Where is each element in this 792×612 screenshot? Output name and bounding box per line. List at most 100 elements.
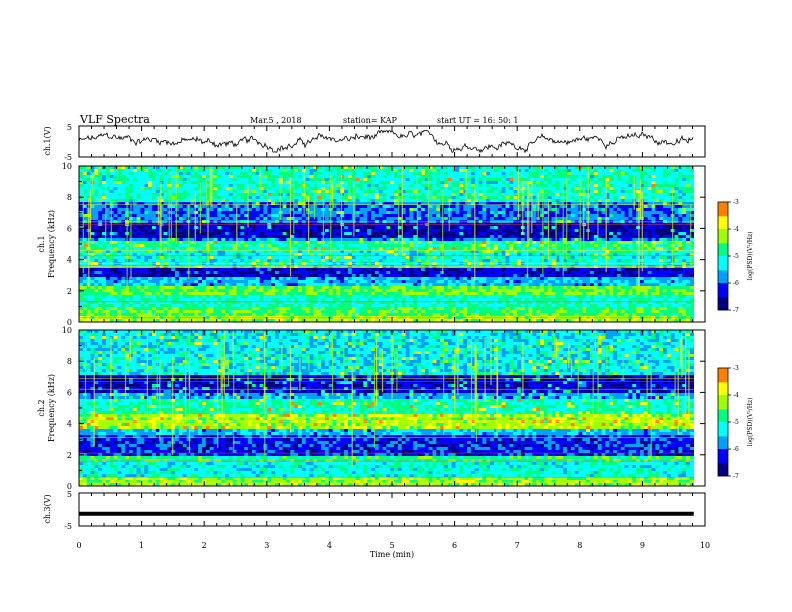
ch1-spectrogram-cell bbox=[90, 247, 95, 251]
ch1-spectrogram-cell bbox=[394, 202, 399, 206]
ch1-spectrogram-cell bbox=[148, 232, 153, 236]
ch1-spectrogram-cell bbox=[624, 241, 629, 245]
ch1-spectrogram-cell bbox=[524, 184, 529, 188]
ch1-spectrogram-cell bbox=[294, 190, 299, 194]
ch1-spectrogram-cell bbox=[117, 169, 122, 173]
ch1-spectrogram-cell bbox=[344, 247, 349, 251]
ch1-spectrogram-cell bbox=[528, 232, 533, 236]
ch1-spectrogram-cell bbox=[447, 232, 452, 236]
ch1-spectrogram-cell bbox=[467, 217, 472, 221]
ch1-spectrogram-cell bbox=[171, 196, 176, 200]
ch1-spectrogram-cell bbox=[420, 256, 426, 260]
ch1-spectrogram-cell bbox=[659, 214, 664, 218]
ch1-spectrogram-cell bbox=[225, 169, 230, 173]
ch1-spectrogram-cell bbox=[367, 208, 372, 212]
ch1-spectrogram-cell bbox=[597, 256, 602, 260]
ch1-spectrogram-cell bbox=[547, 256, 552, 260]
ch1-spectrogram-cell bbox=[663, 241, 668, 245]
ch1-spectrogram-cell bbox=[90, 235, 95, 239]
ch1-spectrogram-cell bbox=[251, 244, 257, 248]
ch1-spectrogram-cell bbox=[413, 235, 418, 239]
ch1-spectrogram-cell bbox=[355, 256, 360, 260]
ch1-spectrogram-cell bbox=[655, 256, 660, 260]
ch1-spectrogram-cell bbox=[163, 259, 168, 263]
ch1-spectrogram-cell bbox=[651, 175, 656, 179]
ch1-spectrogram-cell bbox=[432, 199, 437, 203]
ch1-spectrogram-cell bbox=[274, 181, 280, 185]
ch1-spectrogram-cell bbox=[190, 172, 195, 176]
ch1-spectrogram-cell bbox=[551, 247, 556, 251]
ch1-spectrogram-cell bbox=[336, 208, 341, 212]
ch1-spectrogram-cell bbox=[643, 196, 648, 200]
ch1-spectrogram-cell bbox=[478, 226, 483, 230]
ch1-spectrogram-cell bbox=[397, 214, 403, 218]
ch1-spectrogram-cell bbox=[447, 247, 452, 251]
ch1-spectrogram-cell bbox=[432, 166, 437, 170]
ch1-spectrogram-cell bbox=[394, 169, 399, 173]
ch1-spectrogram-cell bbox=[659, 175, 664, 179]
ch1-spectrogram-cell bbox=[128, 166, 134, 170]
ch1-spectrogram-cell bbox=[259, 256, 264, 260]
ch1-spectrogram-cell bbox=[578, 169, 583, 173]
ch1-spectrogram-cell bbox=[605, 250, 610, 254]
ch1-spectrogram-cell bbox=[136, 187, 141, 191]
ch1-spectrogram-cell bbox=[324, 169, 330, 173]
ch1-spectrogram-cell bbox=[394, 196, 399, 200]
ch1-spectrogram-cell bbox=[566, 166, 572, 170]
ch1-spectrogram-cell bbox=[413, 205, 418, 209]
ch1-spectrogram-cell bbox=[121, 202, 126, 206]
ch1-spectrogram-cell bbox=[405, 238, 410, 242]
ch1-spectrogram-cell bbox=[240, 208, 245, 212]
ch1-spectrogram-cell bbox=[175, 172, 180, 176]
ch1-spectrogram-cell bbox=[666, 241, 671, 245]
ch1-spectrogram-cell bbox=[528, 169, 533, 173]
ch1-spectrogram-cell bbox=[509, 172, 514, 176]
ch1-spectrogram-cell bbox=[244, 190, 249, 194]
ch1-spectrogram-cell bbox=[470, 175, 476, 179]
ch1-spectrogram-cell bbox=[378, 226, 383, 230]
ch1-spectrogram-cell bbox=[432, 211, 437, 215]
ch1-spectrogram-cell bbox=[117, 184, 122, 188]
ch1-spectrogram-cell bbox=[317, 193, 322, 197]
ch1-spectrogram-cell bbox=[336, 184, 341, 188]
ch1-spectrogram-cell bbox=[125, 181, 130, 185]
ch1-spectrogram-cell bbox=[397, 229, 403, 233]
ch1-spectrogram-cell bbox=[482, 214, 487, 218]
ch1-spectrogram-cell bbox=[121, 250, 126, 254]
ch1-spectrogram-cell bbox=[413, 196, 418, 200]
ch1-spectrogram-cell bbox=[332, 205, 337, 209]
ch1-spectrogram-cell bbox=[82, 181, 87, 185]
ch1-spectrogram-cell bbox=[190, 169, 195, 173]
ch1-spectrogram-cell bbox=[493, 214, 499, 218]
ch1-spectrogram-cell bbox=[536, 247, 541, 251]
ch1-spectrogram-cell bbox=[98, 166, 103, 170]
ch1-spectrogram-cell bbox=[313, 256, 318, 260]
ch1-spectrogram-cell bbox=[267, 184, 272, 188]
ch1-waveform-ylabel: ch.1(V) bbox=[43, 126, 52, 155]
ch1-spectrogram-cell bbox=[336, 241, 341, 245]
ch1-spectrogram-cell bbox=[190, 181, 195, 185]
ch1-spectrogram-cell bbox=[324, 229, 330, 233]
ch1-spectrogram-cell bbox=[405, 187, 410, 191]
ch1-spectrogram-cell bbox=[317, 253, 322, 257]
ch1-spectrogram-cell bbox=[555, 169, 560, 173]
ch1-spectrogram-cell bbox=[290, 244, 295, 248]
ch1-spectrogram-cell bbox=[182, 169, 187, 173]
ch1-spectrogram-cell bbox=[267, 169, 272, 173]
ch1-spectrogram-cell bbox=[363, 184, 368, 188]
ch1-spectrogram-cell bbox=[524, 253, 529, 257]
ch1-spectrogram-cell bbox=[102, 256, 107, 260]
ch1-spectrogram-cell bbox=[155, 175, 160, 179]
ch1-spectrogram-cell bbox=[563, 196, 568, 200]
ch1-spectrogram-cell bbox=[248, 202, 253, 206]
ch1-spectrogram-cell bbox=[382, 166, 387, 170]
ch1-spectrogram-cell bbox=[555, 247, 560, 251]
ch1-spectrogram-cell bbox=[201, 205, 207, 209]
ch1-spectrogram-cell bbox=[474, 196, 479, 200]
ch1-spectrogram-cell bbox=[294, 175, 299, 179]
ch1-spectrogram-cell bbox=[436, 172, 441, 176]
ch1-spectrogram-cell bbox=[566, 184, 572, 188]
ch1-spectrogram-cell bbox=[82, 172, 87, 176]
ch1-spectrogram-cell bbox=[167, 172, 172, 176]
ch1-spectrogram-cell bbox=[132, 244, 137, 248]
